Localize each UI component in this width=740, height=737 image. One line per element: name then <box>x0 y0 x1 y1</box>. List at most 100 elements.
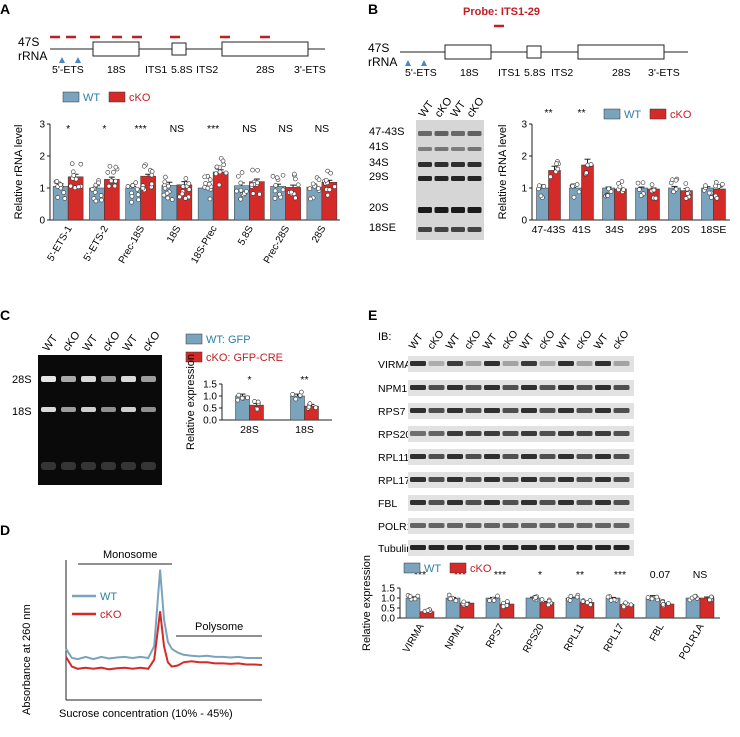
data-point <box>214 164 220 170</box>
bar-cko <box>647 188 660 221</box>
significance-label: 0.07 <box>650 569 671 581</box>
data-point <box>621 187 626 193</box>
bar-wt <box>536 187 549 221</box>
gel-smear <box>141 462 156 470</box>
blot-band <box>502 361 519 366</box>
blot-band <box>521 408 537 413</box>
data-point <box>105 170 111 175</box>
data-point <box>295 182 301 188</box>
data-point <box>162 179 168 185</box>
x-tick-label: 18SE <box>701 224 727 236</box>
data-point <box>570 183 575 189</box>
significance-label: NS <box>170 123 185 135</box>
blot-band <box>451 207 465 213</box>
data-point <box>133 180 139 185</box>
data-point <box>221 162 227 168</box>
panel-b-map-3ets: 3'-ETS <box>648 67 680 79</box>
blot-band <box>595 545 611 550</box>
data-point <box>546 602 551 608</box>
y-tick-label: 0.0 <box>381 614 395 625</box>
panel-d-legend: WT cKO <box>72 591 122 621</box>
panel-a-map-3ets: 3'-ETS <box>294 64 326 76</box>
blot-band <box>595 454 611 459</box>
data-point <box>202 174 207 180</box>
data-point <box>461 599 467 605</box>
y-tick-label: 1.0 <box>203 392 217 403</box>
data-point <box>568 593 574 599</box>
data-point <box>54 179 60 184</box>
panel-b-band-29s: 29S <box>369 171 389 183</box>
data-point <box>236 173 241 179</box>
bar-cko <box>67 176 84 221</box>
data-point <box>255 399 261 405</box>
data-point <box>140 185 146 191</box>
blot-band <box>467 207 482 213</box>
blot-band <box>428 523 445 528</box>
legend-wt-swatch <box>62 91 80 103</box>
blot-band <box>465 477 482 482</box>
blot-band <box>576 477 593 482</box>
panel-a-tss-arrows <box>59 57 81 63</box>
panel-c-band-18s: 18S <box>12 406 32 418</box>
blot-band <box>447 361 463 366</box>
data-point <box>617 184 623 190</box>
blot-band <box>447 477 463 482</box>
x-tick-label: 34S <box>605 224 624 236</box>
legend-wt-label: WT <box>83 92 100 104</box>
data-point <box>307 186 313 192</box>
blot-band <box>576 361 593 366</box>
data-point <box>635 180 641 186</box>
panel-a-gene-map: 5'-ETS 18S ITS1 5.8S ITS2 28S 3'-ETS <box>50 35 326 76</box>
panel-d-chart <box>65 560 263 701</box>
panel-b-map-its1: ITS1 <box>498 67 520 79</box>
blot-band <box>434 131 449 136</box>
blot-band <box>428 545 445 550</box>
data-point <box>412 596 418 602</box>
blot-band <box>410 431 426 436</box>
blot-band <box>613 500 630 505</box>
significance-label: * <box>102 123 106 135</box>
panel-c-gel: WT cKO WT cKO WT cKO 28S 18S <box>12 329 163 485</box>
legend-cko-swatch <box>649 108 667 120</box>
blot-band <box>447 500 463 505</box>
data-point <box>255 167 260 173</box>
data-point <box>76 184 81 190</box>
x-tick-label: VIRMA <box>401 622 427 655</box>
data-point <box>649 182 655 187</box>
lane-label: cKO <box>462 328 484 352</box>
blot-band <box>428 408 445 413</box>
protein-label-rpl17: RPL17 <box>378 475 410 487</box>
blot-band <box>613 385 630 390</box>
data-point <box>55 195 61 200</box>
blot-band <box>428 477 445 482</box>
data-point <box>316 186 321 191</box>
blot-band <box>467 227 482 232</box>
data-point <box>706 190 712 196</box>
data-point <box>235 397 241 403</box>
data-point <box>183 176 189 181</box>
blot-band <box>484 523 500 528</box>
protein-label-npm1: NPM1 <box>378 383 407 395</box>
blot-band <box>595 385 611 390</box>
data-point <box>62 196 68 201</box>
panel-a-47s-label: 47S <box>18 35 39 49</box>
data-point <box>548 174 553 180</box>
panel-c-legend: WT: GFP cKO: GFP-CRE <box>185 333 283 364</box>
data-point <box>244 189 249 194</box>
blot-band <box>595 500 611 505</box>
blot-band <box>558 523 574 528</box>
panel-c-legend-cko-swatch <box>185 351 203 363</box>
data-point <box>239 395 245 401</box>
blot-band <box>447 523 463 528</box>
blot-band <box>484 385 500 390</box>
data-point <box>584 170 589 176</box>
blot-band <box>451 176 465 181</box>
data-point <box>216 182 222 188</box>
blot-band <box>465 431 482 436</box>
data-point <box>292 171 297 177</box>
blot-band <box>465 454 482 459</box>
panel-c-lane-5: WT <box>121 333 141 354</box>
blot-band <box>447 408 463 413</box>
blot-band <box>539 454 556 459</box>
blot-band <box>558 545 574 550</box>
